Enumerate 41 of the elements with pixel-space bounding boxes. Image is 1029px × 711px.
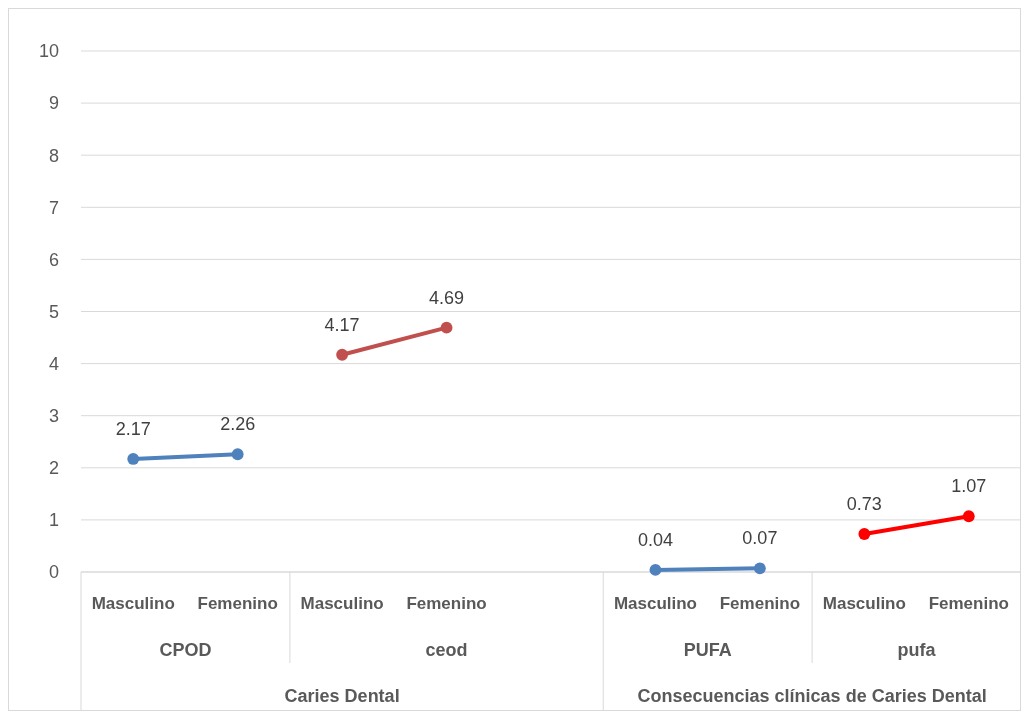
data-label: 0.04 bbox=[637, 529, 673, 550]
y-tick-label: 8 bbox=[48, 145, 59, 166]
y-tick-label: 3 bbox=[48, 406, 59, 426]
x-tick-label: Masculino bbox=[822, 593, 906, 613]
text: Caries Dental bbox=[284, 686, 400, 707]
point bbox=[753, 562, 766, 575]
text: pufa bbox=[897, 640, 937, 661]
y-tick-label: 5 bbox=[48, 301, 59, 322]
text: PUFA bbox=[683, 640, 732, 661]
x-tick-label: Femenino bbox=[197, 593, 278, 613]
y-tick-label: 10 bbox=[38, 41, 59, 62]
point bbox=[440, 321, 453, 334]
y-tick-label: 9 bbox=[48, 93, 59, 114]
text: ceod bbox=[425, 640, 468, 661]
text: CPOD bbox=[159, 640, 212, 661]
data-label: 0.07 bbox=[742, 528, 778, 549]
x-tick-label: Masculino bbox=[300, 593, 384, 613]
data-label: 2.26 bbox=[220, 414, 256, 435]
y-tick-label: 7 bbox=[48, 197, 59, 218]
x-tick-label: Femenino bbox=[719, 593, 801, 613]
y-tick-label: 2 bbox=[48, 458, 59, 479]
point bbox=[336, 348, 349, 361]
text: Consecuencias clínicas de Caries Dental bbox=[637, 686, 987, 707]
data-label: 2.17 bbox=[115, 418, 151, 439]
x-tick-label: Masculino bbox=[91, 593, 175, 613]
y-tick-label: 4 bbox=[48, 353, 59, 374]
point bbox=[858, 528, 871, 540]
point bbox=[962, 510, 975, 523]
x-tick-label: Femenino bbox=[928, 593, 1009, 613]
y-tick-label: 6 bbox=[48, 249, 59, 270]
point bbox=[127, 453, 140, 465]
data-label: 4.69 bbox=[429, 287, 465, 308]
data-label: 1.07 bbox=[951, 476, 987, 497]
x-tick-label: Femenino bbox=[406, 593, 487, 613]
point bbox=[231, 448, 244, 461]
point bbox=[649, 564, 662, 576]
data-label: 4.17 bbox=[324, 314, 360, 335]
y-tick-label: 0 bbox=[48, 562, 59, 583]
x-tick-label: Masculino bbox=[613, 593, 698, 613]
data-label: 0.73 bbox=[846, 493, 882, 514]
y-tick-label: 1 bbox=[48, 510, 59, 531]
